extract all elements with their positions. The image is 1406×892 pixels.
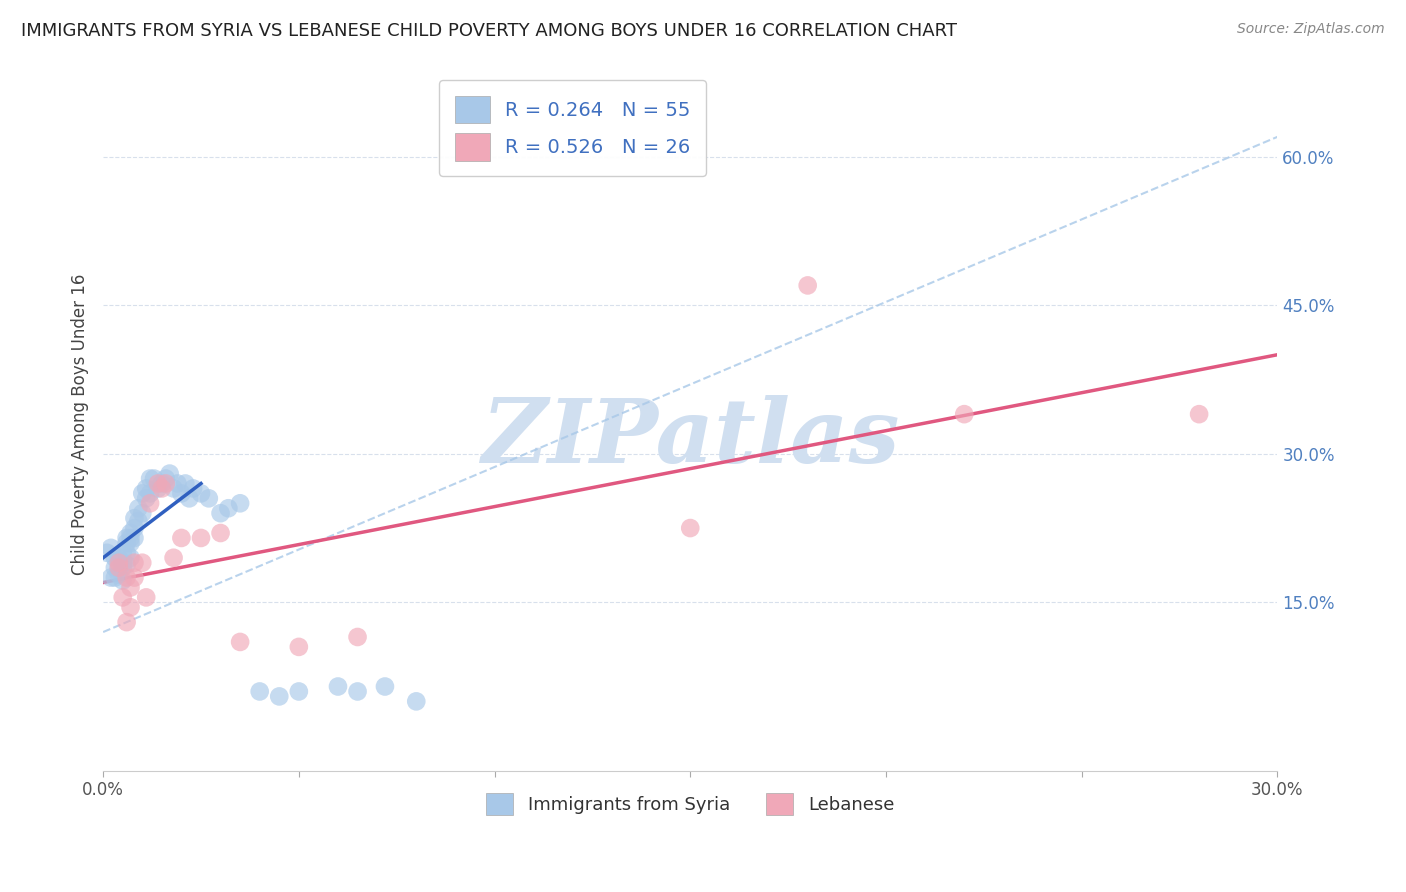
Point — [170, 531, 193, 545]
Point — [120, 581, 142, 595]
Point — [198, 491, 221, 506]
Point — [131, 486, 153, 500]
Point — [146, 476, 169, 491]
Point — [326, 680, 349, 694]
Point — [115, 546, 138, 560]
Point — [111, 546, 134, 560]
Point — [953, 407, 976, 421]
Point — [159, 467, 181, 481]
Point — [107, 560, 129, 574]
Point — [162, 550, 184, 565]
Point — [346, 630, 368, 644]
Point — [139, 496, 162, 510]
Point — [179, 491, 201, 506]
Point — [120, 536, 142, 550]
Point — [111, 560, 134, 574]
Point — [115, 615, 138, 629]
Point — [288, 684, 311, 698]
Point — [249, 684, 271, 698]
Text: IMMIGRANTS FROM SYRIA VS LEBANESE CHILD POVERTY AMONG BOYS UNDER 16 CORRELATION : IMMIGRANTS FROM SYRIA VS LEBANESE CHILD … — [21, 22, 957, 40]
Point — [107, 556, 129, 570]
Point — [155, 476, 177, 491]
Point — [120, 531, 142, 545]
Point — [124, 531, 146, 545]
Point — [190, 486, 212, 500]
Point — [135, 482, 157, 496]
Point — [127, 514, 149, 528]
Point — [209, 506, 232, 520]
Point — [155, 471, 177, 485]
Point — [209, 526, 232, 541]
Point — [150, 476, 173, 491]
Legend: Immigrants from Syria, Lebanese: Immigrants from Syria, Lebanese — [478, 784, 903, 824]
Point — [115, 536, 138, 550]
Point — [131, 506, 153, 520]
Point — [679, 521, 702, 535]
Point — [374, 680, 396, 694]
Point — [146, 482, 169, 496]
Point — [115, 558, 138, 572]
Point — [269, 690, 291, 704]
Text: Source: ZipAtlas.com: Source: ZipAtlas.com — [1237, 22, 1385, 37]
Point — [100, 541, 122, 555]
Point — [124, 556, 146, 570]
Point — [139, 471, 162, 485]
Point — [107, 560, 129, 574]
Text: ZIPatlas: ZIPatlas — [482, 394, 898, 481]
Point — [166, 476, 188, 491]
Point — [104, 560, 127, 574]
Point — [217, 501, 239, 516]
Point — [162, 482, 184, 496]
Point — [120, 600, 142, 615]
Point — [143, 471, 166, 485]
Point — [135, 591, 157, 605]
Point — [131, 556, 153, 570]
Point — [796, 278, 818, 293]
Point — [229, 496, 252, 510]
Point — [120, 550, 142, 565]
Point — [104, 550, 127, 565]
Point — [124, 571, 146, 585]
Point — [170, 486, 193, 500]
Point — [111, 591, 134, 605]
Point — [111, 574, 134, 588]
Y-axis label: Child Poverty Among Boys Under 16: Child Poverty Among Boys Under 16 — [72, 273, 89, 574]
Point — [96, 546, 118, 560]
Point — [115, 531, 138, 545]
Point — [111, 556, 134, 570]
Point — [346, 684, 368, 698]
Point — [181, 482, 204, 496]
Point — [405, 694, 427, 708]
Point — [115, 571, 138, 585]
Point — [1188, 407, 1211, 421]
Point — [127, 501, 149, 516]
Point — [124, 521, 146, 535]
Point — [150, 482, 173, 496]
Point — [288, 640, 311, 654]
Point — [120, 526, 142, 541]
Point — [124, 511, 146, 525]
Point — [100, 571, 122, 585]
Point — [174, 476, 197, 491]
Point — [107, 550, 129, 565]
Point — [107, 567, 129, 582]
Point — [139, 486, 162, 500]
Point — [135, 491, 157, 506]
Point — [190, 531, 212, 545]
Point — [229, 635, 252, 649]
Point — [104, 571, 127, 585]
